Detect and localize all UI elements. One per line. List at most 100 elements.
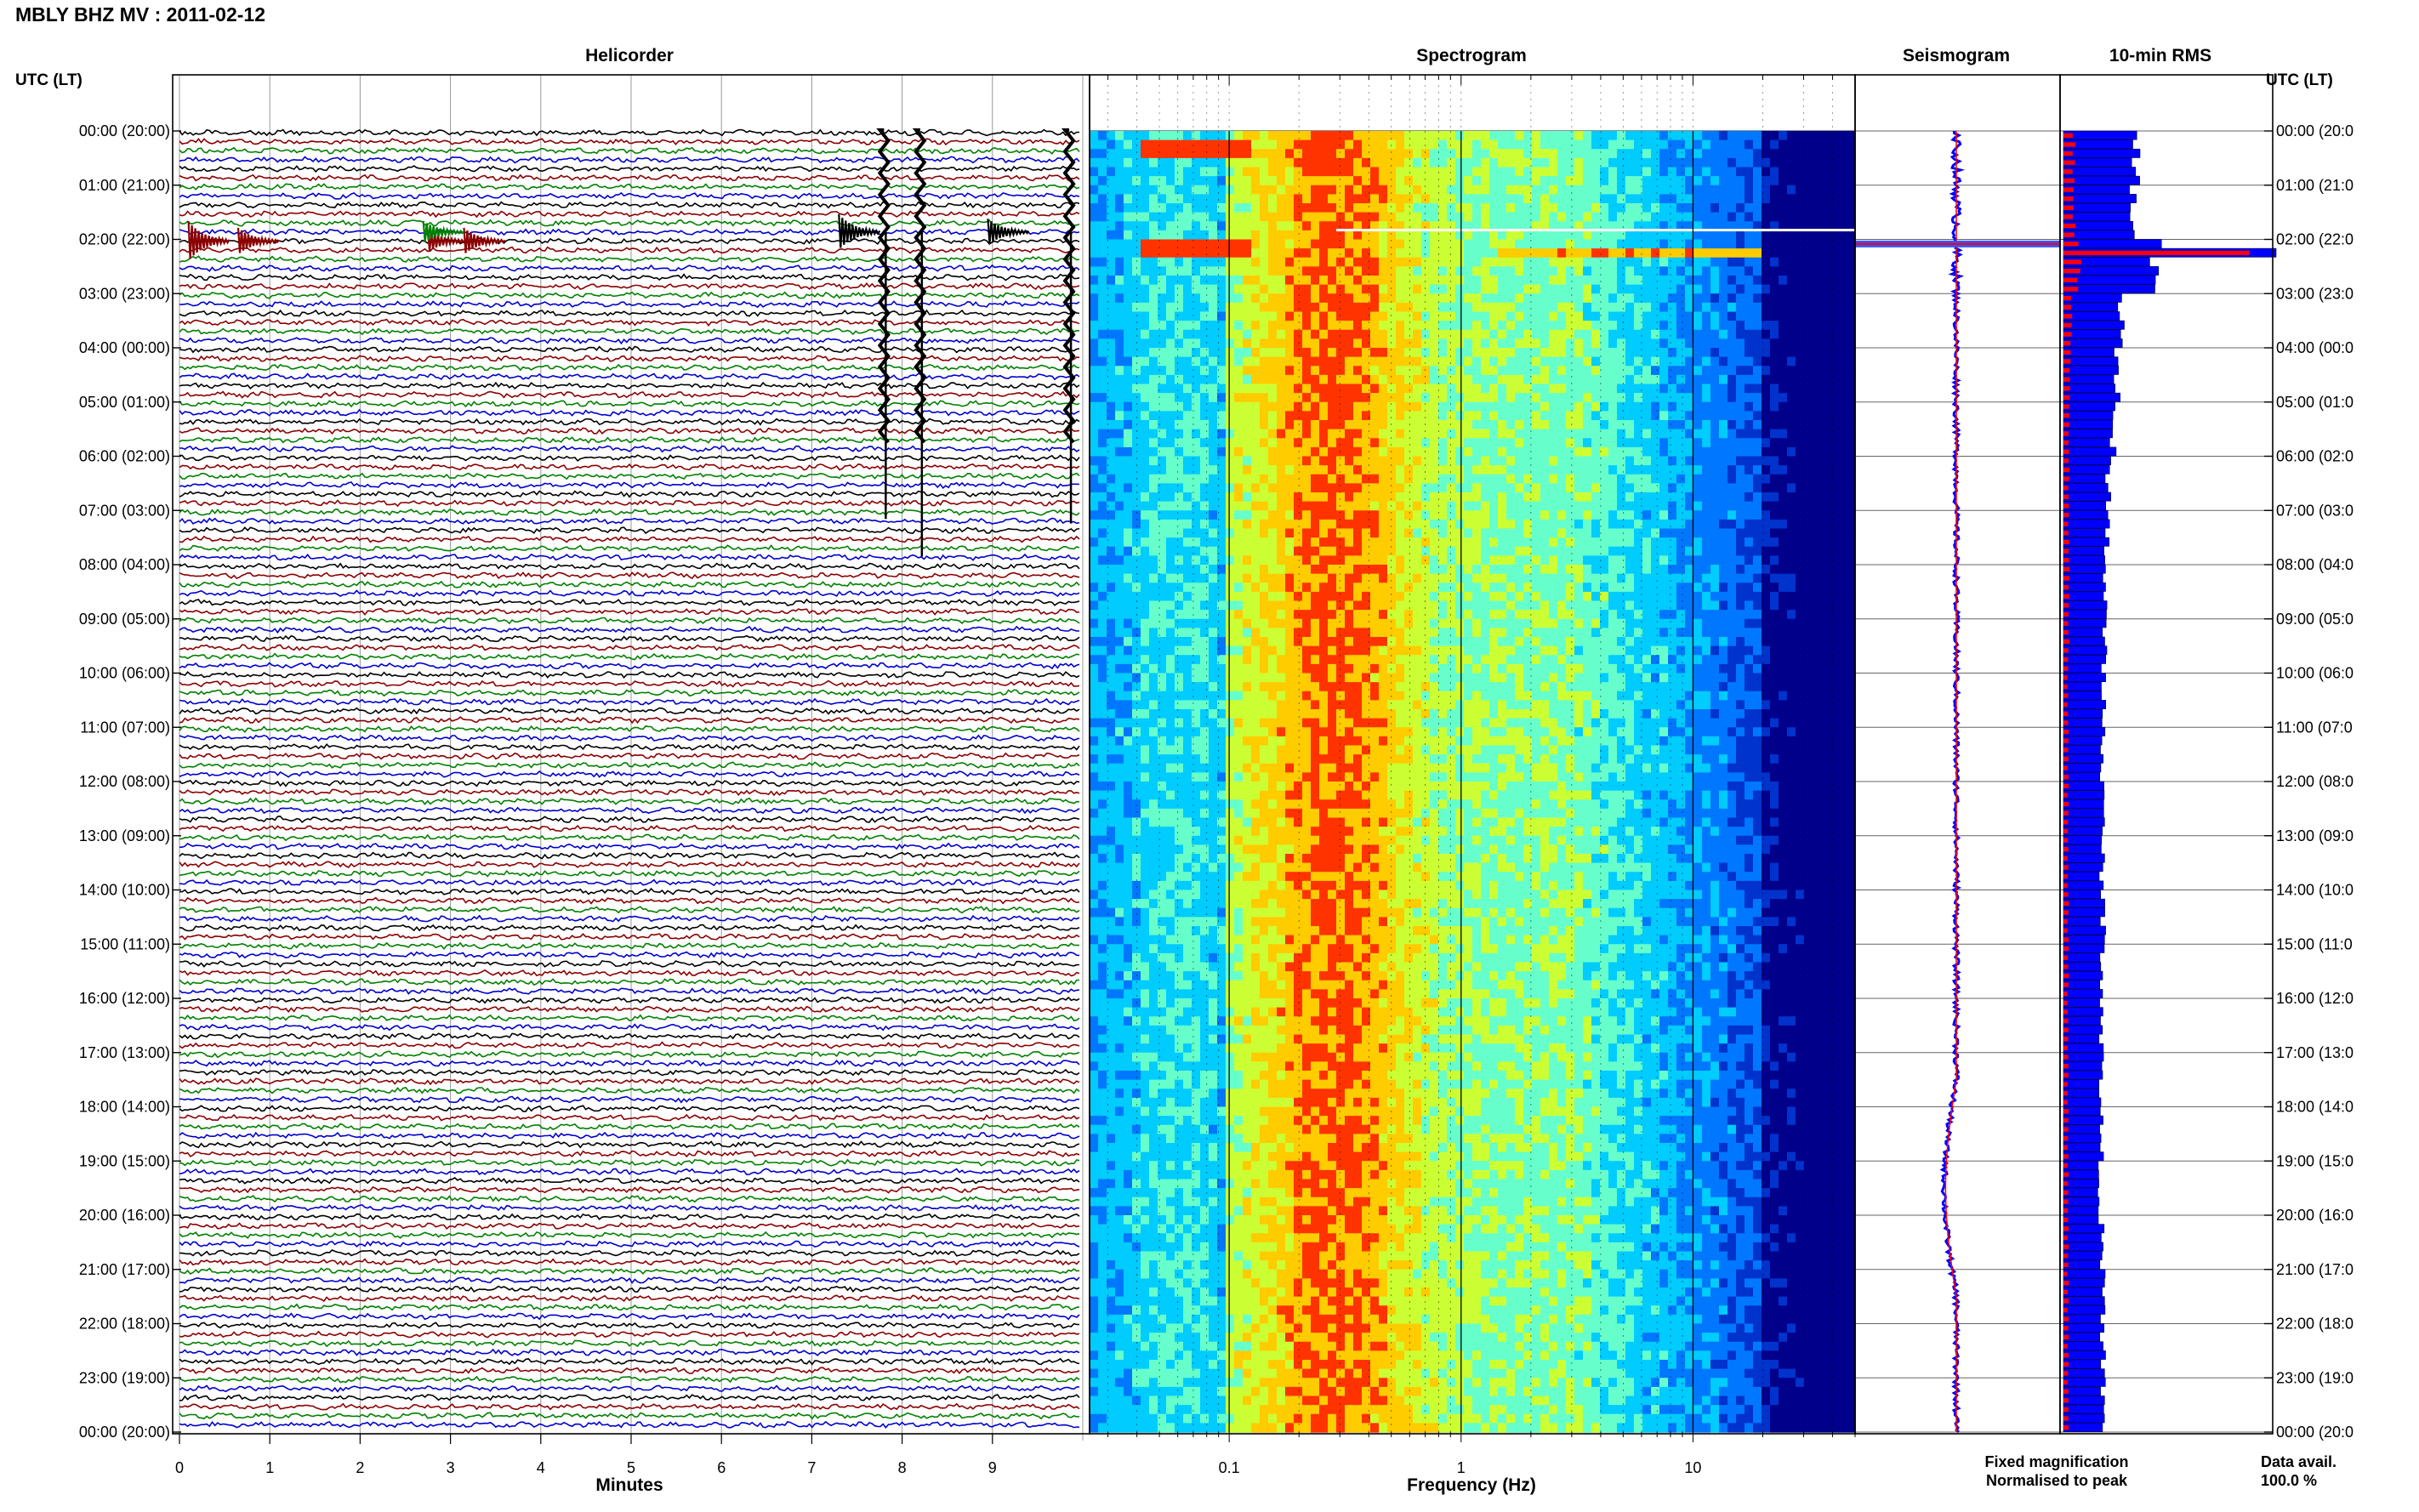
spectrogram-cell: [1685, 374, 1694, 385]
spectrogram-cell: [1226, 157, 1235, 168]
spectrogram-cell: [1591, 573, 1601, 583]
spectrogram-cell: [1693, 610, 1703, 620]
spectrogram-cell: [1455, 374, 1465, 385]
spectrogram-cell: [1141, 583, 1150, 593]
spectrogram-cell: [1770, 167, 1779, 177]
spectrogram-cell: [1779, 176, 1788, 186]
spectrogram-cell: [1149, 212, 1158, 222]
spectrogram-cell: [1294, 393, 1303, 403]
spectrogram-cell: [1141, 401, 1150, 412]
spectrogram-cell: [1328, 348, 1337, 358]
spectrogram-cell: [1779, 356, 1788, 367]
spectrogram-cell: [1685, 248, 1694, 259]
spectrogram-cell: [1676, 257, 1686, 267]
spectrogram-cell: [1608, 384, 1618, 394]
spectrogram-cell: [1430, 329, 1439, 339]
spectrogram-cell: [1328, 411, 1337, 421]
spectrogram-cell: [1447, 393, 1456, 403]
spectrogram-cell: [1438, 446, 1448, 458]
spectrogram-cell: [1294, 429, 1303, 439]
spectrogram-cell: [1455, 311, 1465, 321]
spectrogram-cell: [1430, 401, 1439, 412]
spectrogram-cell: [1209, 356, 1218, 367]
spectrogram-cell: [1421, 149, 1431, 159]
spectrogram-cell: [1634, 610, 1643, 620]
spectrogram-cell: [1787, 501, 1796, 511]
spectrogram-cell: [1404, 230, 1414, 241]
spectrogram-cell: [1455, 239, 1465, 249]
spectrogram-cell: [1804, 555, 1813, 566]
spectrogram-cell: [1166, 176, 1175, 186]
spectrogram-cell: [1438, 212, 1448, 222]
spectrogram-cell: [1345, 321, 1354, 331]
spectrogram-cell: [1498, 266, 1507, 276]
spectrogram-cell: [1745, 492, 1754, 503]
spectrogram-cell: [1192, 600, 1201, 611]
spectrogram-cell: [1387, 492, 1397, 503]
spectrogram-cell: [1693, 284, 1703, 294]
spectrogram-cell: [1796, 374, 1805, 385]
spectrogram-cell: [1540, 356, 1550, 367]
spectrogram-cell: [1625, 131, 1635, 141]
spectrogram-cell: [1175, 356, 1184, 367]
spectrogram-cell: [1532, 221, 1541, 231]
spectrogram-cell: [1608, 429, 1618, 439]
spectrogram-cell: [1515, 456, 1524, 466]
spectrogram-cell: [1217, 555, 1227, 566]
spectrogram-cell: [1804, 185, 1813, 195]
spectrogram-cell: [1549, 446, 1558, 458]
spectrogram-cell: [1158, 555, 1167, 566]
spectrogram-cell: [1634, 167, 1643, 177]
spectrogram-cell: [1557, 501, 1567, 511]
spectrogram-cell: [1319, 329, 1329, 339]
spectrogram-cell: [1175, 366, 1184, 376]
spectrogram-cell: [1353, 157, 1363, 168]
spectrogram-cell: [1847, 374, 1856, 385]
spectrogram-cell: [1710, 284, 1720, 294]
spectrogram-cell: [1132, 203, 1141, 213]
spectrogram-cell: [1710, 583, 1720, 593]
spectrogram-cell: [1464, 302, 1473, 313]
spectrogram-cell: [1243, 573, 1252, 583]
spectrogram-cell: [1379, 537, 1388, 548]
spectrogram-cell: [1353, 555, 1363, 566]
spectrogram-cell: [1277, 583, 1286, 593]
spectrogram-cell: [1821, 293, 1830, 304]
spectrogram-cell: [1192, 356, 1201, 367]
spectrogram-cell: [1243, 221, 1252, 231]
spectrogram-cell: [1413, 329, 1422, 339]
spectrogram-cell: [1523, 366, 1533, 376]
spectrogram-cell: [1328, 591, 1337, 602]
spectrogram-cell: [1625, 230, 1635, 241]
spectrogram-cell: [1379, 591, 1388, 602]
spectrogram-cell: [1175, 537, 1184, 548]
spectrogram-cell: [1421, 139, 1431, 150]
spectrogram-cell: [1268, 356, 1278, 367]
spectrogram-cell: [1294, 302, 1303, 313]
spectrogram-cell: [1796, 446, 1805, 458]
spectrogram-cell: [1226, 248, 1235, 259]
spectrogram-cell: [1796, 591, 1805, 602]
spectrogram-cell: [1260, 591, 1269, 602]
spectrogram-cell: [1472, 139, 1482, 150]
spectrogram-cell: [1302, 239, 1312, 249]
spectrogram-cell: [1370, 157, 1380, 168]
spectrogram-cell: [1226, 429, 1235, 439]
spectrogram-cell: [1200, 194, 1210, 204]
spectrogram-cell: [1362, 537, 1371, 548]
spectrogram-cell: [1685, 176, 1694, 186]
spectrogram-cell: [1617, 284, 1626, 294]
spectrogram-cell: [1634, 329, 1643, 339]
spectrogram-cell: [1770, 321, 1779, 331]
spectrogram-cell: [1098, 555, 1107, 566]
spectrogram-cell: [1362, 276, 1371, 286]
spectrogram-cell: [1830, 139, 1839, 150]
spectrogram-cell: [1719, 329, 1728, 339]
spectrogram-cell: [1847, 446, 1856, 458]
spectrogram-cell: [1387, 194, 1397, 204]
spectrogram-cell: [1447, 411, 1456, 421]
spectrogram-cell: [1328, 321, 1337, 331]
spectrogram-cell: [1379, 583, 1388, 593]
spectrogram-cell: [1200, 329, 1210, 339]
spectrogram-cell: [1404, 284, 1414, 294]
